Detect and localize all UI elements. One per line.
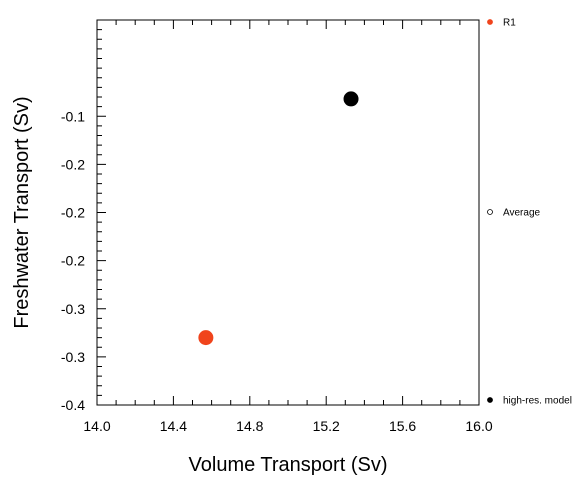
y-tick-labels: -0.1 -0.2 -0.2 -0.2 -0.3 -0.3 -0.4 — [61, 108, 85, 413]
x-tick-label: 15.6 — [389, 418, 416, 434]
legend: R1 Average high-res. model — [487, 18, 572, 407]
x-tick-label: 14.8 — [236, 418, 263, 434]
y-tick-label: -0.1 — [61, 108, 85, 124]
x-axis-title: Volume Transport (Sv) — [189, 454, 388, 476]
data-point — [198, 330, 214, 346]
major-ticks — [96, 20, 480, 406]
y-axis-title: Freshwater Transport (Sv) — [11, 96, 33, 328]
legend-marker — [487, 19, 493, 25]
x-tick-label: 16.0 — [465, 418, 492, 434]
legend-label: high-res. model — [503, 396, 572, 407]
y-tick-label: -0.3 — [61, 349, 85, 365]
minor-ticks — [97, 19, 461, 405]
y-tick-label: -0.3 — [61, 301, 85, 317]
legend-marker — [487, 209, 493, 215]
legend-label: Average — [503, 208, 541, 219]
y-tick-label: -0.2 — [61, 253, 85, 269]
x-tick-label: 14.0 — [83, 418, 110, 434]
y-tick-label: -0.2 — [61, 156, 85, 172]
x-tick-labels: 14.0 14.4 14.8 15.2 15.6 16.0 — [83, 418, 492, 434]
data-points — [198, 91, 359, 346]
x-tick-label: 15.2 — [313, 418, 340, 434]
data-point — [343, 91, 359, 107]
x-tick-label: 14.4 — [160, 418, 187, 434]
legend-marker — [487, 397, 493, 403]
y-tick-label: -0.2 — [61, 205, 85, 221]
y-tick-label: -0.4 — [61, 397, 85, 413]
legend-label: R1 — [503, 18, 516, 29]
plot-frame — [96, 19, 480, 406]
